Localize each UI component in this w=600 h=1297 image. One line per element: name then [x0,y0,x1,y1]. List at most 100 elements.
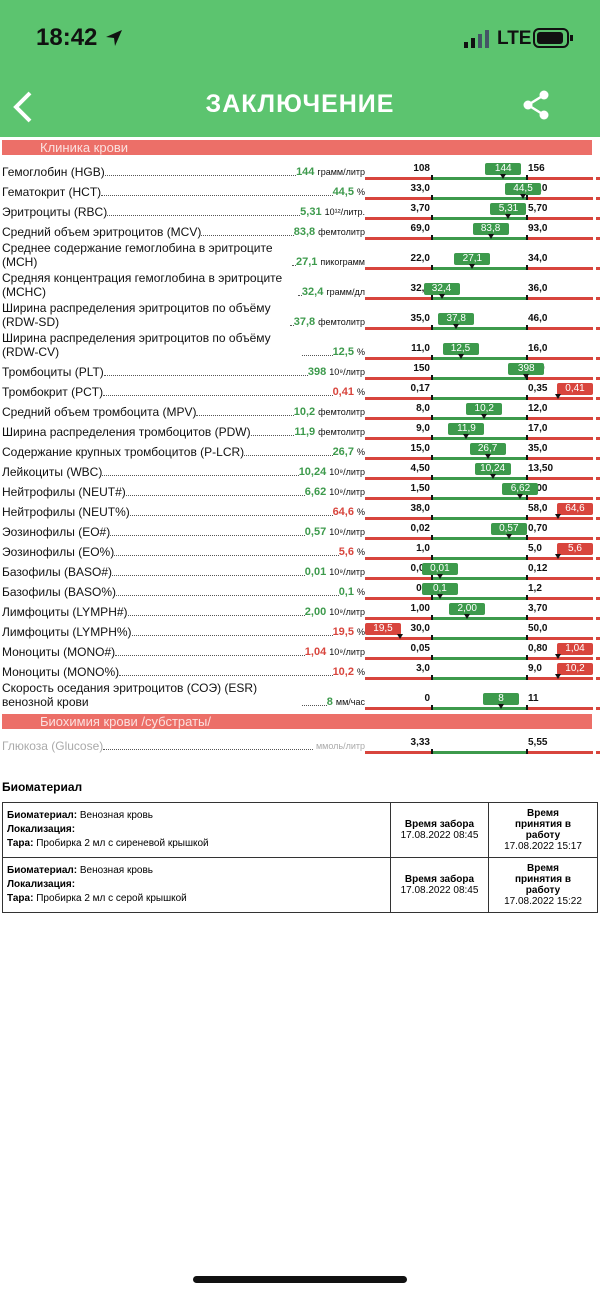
section-header: Биохимия крови /субстраты/ [2,714,592,729]
range-gauge: 0,05 0,80 1,04 [365,640,600,660]
range-high: 34,0 [528,253,548,264]
accepted-cell: Время принятия в работу 17.08.2022 15:17 [488,802,598,858]
range-gauge: 3,0 9,0 10,2 [365,660,600,680]
value-box: 83,8 [472,223,509,235]
range-tick [431,575,433,580]
info-line: Тара: Пробирка 2 мл с серой крышкой [7,892,386,906]
location-icon [106,30,122,46]
test-unit: % [356,447,365,457]
range-low: 0,17 [410,383,430,394]
range-gauge: 11,0 16,0 12,5 [365,330,600,360]
range-high: 93,0 [528,223,548,234]
result-label: Тромбокрит (PCT) 0,41% [2,380,365,400]
value-pointer [498,704,505,709]
test-value: 19,5 [332,626,354,638]
range-tick [526,535,528,540]
range-line [432,677,527,680]
test-value: 11,9 [294,426,316,438]
range-low: 30,0 [410,623,430,634]
range-low: 69,0 [410,223,430,234]
range-tick [526,215,528,220]
value-pointer [438,294,445,299]
value-box: 37,8 [438,313,475,325]
test-name: Гематокрит (HCT) [2,185,102,199]
value-box: 64,6 [557,503,593,515]
test-unit: % [356,667,365,677]
range-line [596,217,600,220]
range-line [432,617,527,620]
value-pointer [481,414,488,419]
test-name: Ширина распределения эритроцитов по объё… [2,301,271,329]
range-high: 156 [528,163,545,174]
range-tick [526,475,528,480]
range-line [527,327,593,330]
result-label: Средний объем тромбоцита (MPV) 10,2 фемтол… [2,400,365,420]
value-box: 10,2 [466,403,503,415]
test-unit: фемтолитр [318,407,365,417]
info-line: Тара: Пробирка 2 мл с сиреневой крышкой [7,837,386,851]
value-box: 0,57 [490,523,527,535]
value-pointer [463,434,470,439]
leader [115,655,305,656]
range-low: 1,50 [410,483,430,494]
range-high: 5,55 [528,737,548,748]
range-line [527,267,593,270]
range-line [365,267,432,270]
result-label: Лимфоциты (LYMPH#) 2,00 10⁹/литр [2,600,365,620]
value-box: 0,41 [557,383,593,395]
range-line [432,477,527,480]
range-tick [526,495,528,500]
range-line [365,377,432,380]
range-tick [431,555,433,560]
test-name: Гемоглобин (HGB) [2,165,105,179]
range-line [365,597,432,600]
range-tick [431,195,433,200]
range-gauge: 33,045,044,5 [365,180,600,200]
range-high: 5,0 [528,543,542,554]
range-line [596,177,600,180]
range-tick [526,195,528,200]
leader [107,215,301,216]
test-name: Моноциты (MONO#) [2,645,116,659]
test-name: Ширина распределения эритроцитов по объё… [2,331,271,359]
test-value: 32,4 [301,286,324,298]
value-pointer [457,354,464,359]
range-line [432,537,527,540]
leader [110,535,305,536]
leader [116,595,339,596]
result-label: Гематокрит (HCT) 44,5% [2,180,365,200]
test-name: Лимфоциты (LYMPH#) [2,605,128,619]
value-pointer [517,494,524,499]
value-pointer [523,374,530,379]
range-line [527,617,593,620]
range-gauge: 1,0 5,0 5,6 [365,540,600,560]
share-button[interactable] [522,90,552,120]
info-label: Биоматериал: [7,810,78,821]
value-box: 1,04 [557,643,593,655]
test-name: Эозинофилы (EO%) [2,545,115,559]
range-tick [526,175,528,180]
range-high: 0,80 [528,643,548,654]
range-line [432,517,527,520]
range-line [432,497,527,500]
result-label: Средний объем эритроцитов (MCV) 83,8 фемто… [2,220,365,240]
range-high: 12,0 [528,403,548,414]
value-box: 6,62 [502,483,539,495]
result-label: Средняя концентрация гемоглобина в эритр… [2,270,365,300]
range-line [596,197,600,200]
value-pointer [453,324,460,329]
range-tick [526,615,528,620]
results: Клиника крови Гемоглобин (HGB) 144 грамм/ли… [0,140,600,754]
test-value: 10,2 [332,666,354,678]
back-button[interactable] [10,90,36,124]
range-line [527,457,593,460]
leader [101,195,333,196]
range-gauge: 4,50 13,50 10,24 [365,460,600,480]
result-label: Скорость оседания эритроцитов (СОЭ) (ESR… [2,680,365,710]
test-value: 5,31 [300,206,322,218]
result-label: Базофилы (BASO#) 0,01 10⁹/литр [2,560,365,580]
network: LTE [497,28,532,49]
range-low: 32,0 [410,283,430,294]
result-row: Эозинофилы (EO%) 5,6% 1,0 5,0 5,6 [0,540,600,560]
leader [127,615,305,616]
